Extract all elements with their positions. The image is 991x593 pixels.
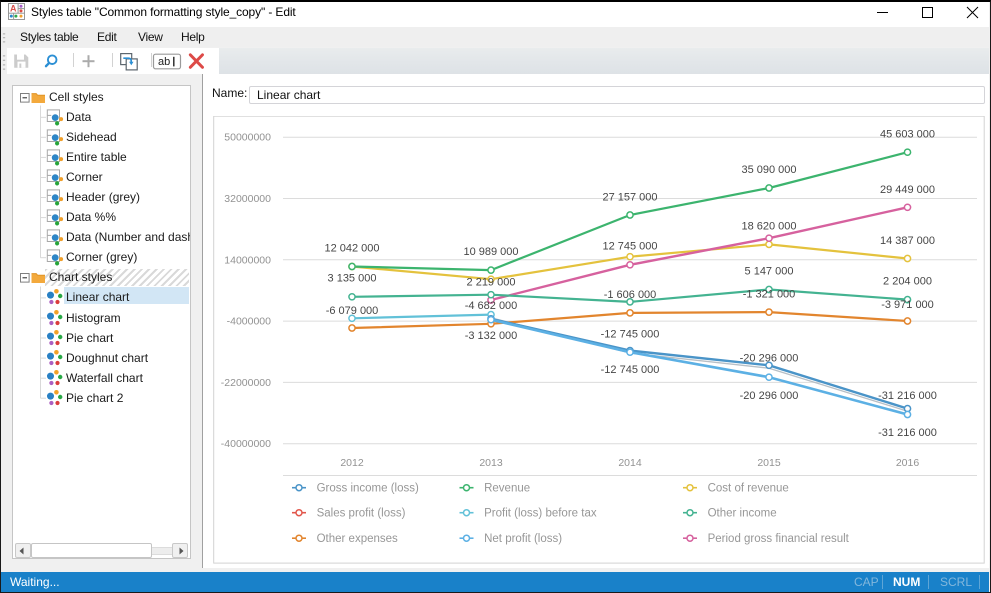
svg-text:-1 321 000: -1 321 000 [743, 288, 796, 300]
svg-text:Period gross financial result: Period gross financial result [708, 533, 850, 545]
svg-text:Cost of revenue: Cost of revenue [708, 482, 789, 494]
svg-text:Other expenses: Other expenses [317, 533, 398, 545]
svg-text:14 387 000: 14 387 000 [880, 235, 935, 247]
svg-text:A: A [10, 4, 17, 14]
svg-text:18 620 000: 18 620 000 [741, 220, 796, 232]
svg-text:ab: ab [158, 56, 170, 68]
svg-text:29 449 000: 29 449 000 [880, 184, 935, 196]
svg-text:-4000000: -4000000 [227, 315, 272, 327]
svg-text:27 157 000: 27 157 000 [602, 191, 657, 203]
svg-text:3 135 000: 3 135 000 [328, 272, 377, 284]
svg-text:5 147 000: 5 147 000 [745, 265, 794, 277]
svg-text:Revenue: Revenue [484, 482, 530, 494]
svg-text:50000000: 50000000 [224, 131, 271, 143]
svg-text:10 989 000: 10 989 000 [463, 246, 518, 258]
svg-text:-40000000: -40000000 [221, 438, 271, 450]
svg-text:12 042 000: 12 042 000 [324, 242, 379, 254]
svg-text:2013: 2013 [479, 456, 503, 468]
svg-text:32000000: 32000000 [224, 193, 271, 205]
svg-text:-31 216 000: -31 216 000 [878, 390, 937, 402]
svg-text:45 603 000: 45 603 000 [880, 128, 935, 140]
svg-text:-31 216 000: -31 216 000 [878, 426, 937, 438]
svg-text:Net profit (loss): Net profit (loss) [484, 533, 562, 545]
svg-text:-1 606 000: -1 606 000 [604, 288, 657, 300]
svg-text:2 204 000: 2 204 000 [883, 275, 932, 287]
svg-text:-12 745 000: -12 745 000 [601, 328, 660, 340]
svg-text:Other income: Other income [708, 507, 777, 519]
svg-text:-20 296 000: -20 296 000 [740, 390, 799, 402]
svg-text:12 745 000: 12 745 000 [602, 240, 657, 252]
svg-text:2 219 000: 2 219 000 [467, 276, 516, 288]
svg-text:14000000: 14000000 [224, 254, 271, 266]
svg-text:2012: 2012 [340, 456, 364, 468]
svg-text:35 090 000: 35 090 000 [741, 164, 796, 176]
svg-text:2016: 2016 [896, 456, 920, 468]
svg-text:-12 745 000: -12 745 000 [601, 363, 660, 375]
svg-text:-4 682 000: -4 682 000 [465, 300, 518, 312]
svg-text:-3 132 000: -3 132 000 [465, 330, 518, 342]
svg-text:-20 296 000: -20 296 000 [740, 352, 799, 364]
svg-text:-22000000: -22000000 [221, 376, 271, 388]
svg-text:-3 971 000: -3 971 000 [881, 298, 934, 310]
svg-text:Gross income (loss): Gross income (loss) [317, 482, 419, 494]
svg-text:Profit (loss) before tax: Profit (loss) before tax [484, 507, 597, 519]
svg-text:Sales profit (loss): Sales profit (loss) [317, 507, 406, 519]
svg-text:2014: 2014 [618, 456, 642, 468]
svg-text:2015: 2015 [757, 456, 781, 468]
svg-text:-6 079 000: -6 079 000 [326, 304, 379, 316]
